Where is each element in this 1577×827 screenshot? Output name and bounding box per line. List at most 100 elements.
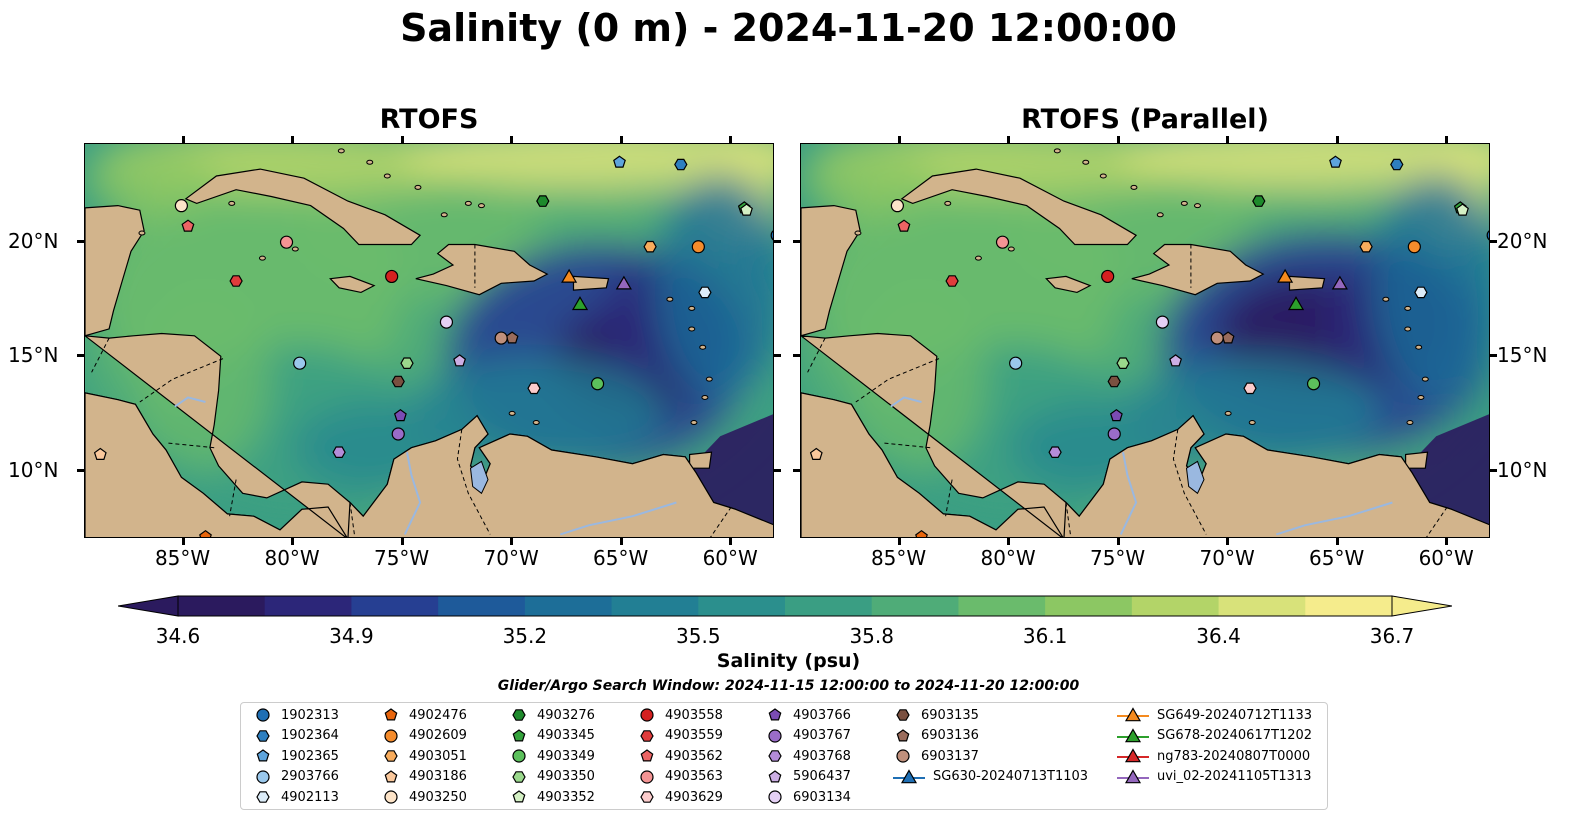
marker-4903349[interactable]	[1306, 377, 1321, 391]
marker-6903137[interactable]	[1210, 331, 1224, 345]
hexagon-icon	[512, 770, 526, 783]
marker-4903562[interactable]	[897, 219, 911, 232]
hexagon-icon	[384, 750, 398, 762]
marker-4903767[interactable]	[391, 427, 405, 441]
marker-uvi_02-20241105T1313[interactable]	[1331, 275, 1348, 290]
marker-4903250[interactable]	[174, 199, 188, 213]
marker-4903350[interactable]	[400, 357, 414, 369]
marker-1902364[interactable]	[674, 158, 688, 171]
marker-4902113[interactable]	[698, 286, 712, 299]
marker-1902365[interactable]	[613, 155, 626, 168]
colorbar-tick-label: 36.1	[1022, 624, 1068, 648]
marker-1902365[interactable]	[1329, 155, 1342, 168]
marker-4903563[interactable]	[995, 235, 1010, 249]
marker-5906437[interactable]	[453, 354, 467, 367]
y-tick	[793, 240, 800, 244]
marker-4902609[interactable]	[691, 240, 705, 254]
marker-4903562[interactable]	[181, 219, 195, 232]
x-tick	[1335, 538, 1339, 545]
pentagon-icon	[384, 770, 398, 783]
marker-4903767[interactable]	[1107, 427, 1121, 441]
legend-item: 4902476	[381, 706, 467, 724]
marker-6903136[interactable]	[1221, 331, 1235, 344]
marker-4903352[interactable]	[740, 203, 753, 216]
marker-SG649-20240712T1133[interactable]	[561, 268, 578, 283]
colorbar-segment	[524, 596, 613, 616]
circle-icon	[384, 790, 398, 804]
marker-uvi_02-20241105T1313[interactable]	[615, 275, 632, 290]
triangle-icon	[1117, 748, 1149, 763]
legend-item: ng783-20240807T0000	[1117, 747, 1310, 765]
y-tick-label-left: 10°N	[8, 457, 59, 482]
marker-6903134[interactable]	[1155, 315, 1170, 329]
marker-4903051[interactable]	[643, 240, 657, 253]
marker-4902609[interactable]	[1407, 240, 1421, 254]
marker-SG649-20240712T1133[interactable]	[1277, 268, 1294, 283]
marker-SG678-20240617T1202[interactable]	[1287, 296, 1305, 311]
x-tick-label: 60°W	[1418, 546, 1474, 570]
marker-4903276[interactable]	[1252, 195, 1266, 207]
legend-label: 4902476	[409, 707, 467, 723]
y-tick	[774, 354, 781, 358]
x-tick	[1116, 538, 1120, 545]
marker-4903629[interactable]	[527, 382, 541, 395]
marker-2903766[interactable]	[293, 356, 307, 370]
y-tick	[77, 354, 84, 358]
circle-icon	[256, 770, 270, 784]
marker-4903766[interactable]	[393, 408, 407, 422]
x-tick-label: 65°W	[1309, 546, 1365, 570]
hexagon-icon	[896, 709, 910, 721]
x-tick	[1226, 538, 1230, 545]
marker-4903559[interactable]	[945, 275, 959, 287]
marker-6903135[interactable]	[391, 375, 405, 388]
marker-1902313[interactable]	[770, 229, 774, 241]
marker-5906437[interactable]	[1169, 354, 1183, 367]
y-tick	[774, 468, 781, 472]
legend-label: 4903350	[537, 769, 595, 785]
legend-label: 1902364	[281, 728, 339, 744]
colorbar-segment	[698, 596, 786, 616]
marker-4903186[interactable]	[809, 447, 823, 460]
marker-6903136[interactable]	[505, 331, 519, 344]
marker-1902364[interactable]	[1390, 158, 1404, 171]
legend-label: 6903137	[921, 748, 979, 764]
marker-4903768[interactable]	[1048, 446, 1062, 458]
colorbar-tick-label: 36.7	[1369, 624, 1415, 648]
marker-4903051[interactable]	[1359, 240, 1373, 253]
marker-4903350[interactable]	[1116, 357, 1130, 369]
marker-4903768[interactable]	[332, 446, 346, 458]
marker-4903629[interactable]	[1243, 382, 1257, 395]
x-tick-top	[729, 136, 733, 143]
legend-item: 4903629	[637, 788, 723, 806]
marker-6903137[interactable]	[494, 331, 508, 345]
map-panel-rtofs[interactable]	[84, 143, 774, 538]
legend-label: SG649-20240712T1133	[1157, 707, 1313, 723]
y-tick	[793, 354, 800, 358]
x-tick-label: 80°W	[980, 546, 1036, 570]
marker-6903134[interactable]	[439, 315, 454, 329]
x-tick-top	[291, 136, 295, 143]
marker-1902313[interactable]	[1486, 229, 1490, 241]
marker-4903352[interactable]	[1456, 203, 1469, 216]
marker-4903558[interactable]	[1101, 269, 1115, 284]
marker-4902113[interactable]	[1414, 286, 1428, 299]
marker-4902476[interactable]	[915, 529, 928, 538]
marker-4902476[interactable]	[199, 529, 212, 538]
marker-4903349[interactable]	[590, 377, 605, 391]
marker-4903186[interactable]	[93, 447, 107, 460]
triangle-icon	[1117, 769, 1149, 784]
marker-4903276[interactable]	[536, 195, 550, 207]
marker-4903558[interactable]	[385, 269, 399, 284]
marker-SG678-20240617T1202[interactable]	[571, 296, 589, 311]
pentagon-icon	[768, 708, 782, 721]
marker-4903250[interactable]	[890, 199, 904, 213]
marker-4903563[interactable]	[279, 235, 294, 249]
marker-4903559[interactable]	[229, 275, 243, 287]
marker-2903766[interactable]	[1009, 356, 1023, 370]
legend-item: 6903136	[893, 727, 979, 745]
marker-4903766[interactable]	[1109, 408, 1123, 422]
hexagon-icon	[256, 729, 270, 742]
marker-6903135[interactable]	[1107, 375, 1121, 388]
map-panel-rtofs-parallel[interactable]	[800, 143, 1490, 538]
y-tick	[77, 468, 84, 472]
